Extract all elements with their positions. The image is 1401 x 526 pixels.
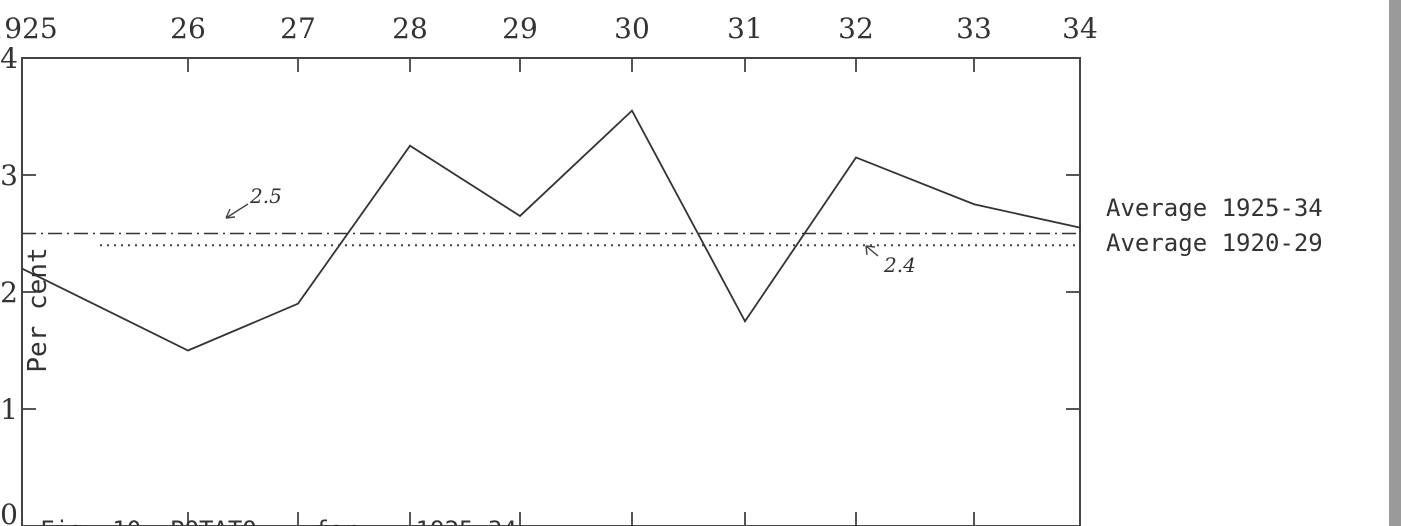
data-point [21,267,23,270]
x-tick-label: 32 [838,12,874,45]
y-tick-label: 1 [0,393,18,426]
annotation-2-4: 2.4 [865,245,916,277]
y-tick-label: 3 [0,159,18,192]
x-tick-label: 29 [502,12,538,45]
data-point [519,215,521,217]
data-point [973,203,975,206]
x-tick-label: 33 [956,12,992,45]
y-tick-labels: 0 1 2 3 4 [0,42,18,526]
data-point [631,109,633,112]
data-point [855,156,857,159]
svg-text:2.5: 2.5 [249,184,282,208]
series-line-group [21,109,1081,352]
average-1920-29-label: Average 1920-29 [1106,229,1323,257]
y-axis-title: Per cent [23,247,53,372]
x-tick-label: 26 [170,12,206,45]
y-ticks [22,174,1080,410]
series-line [21,109,1081,352]
plot-frame [21,57,1081,526]
x-tick-label: 30 [614,12,650,45]
data-point [297,302,299,305]
y-tick-label: 4 [0,42,18,75]
x-tick-labels: 1925 26 27 28 29 30 31 32 33 34 [0,12,1098,45]
x-ticks [187,58,975,526]
data-point [187,349,189,352]
average-1925-34-label: Average 1925-34 [1106,194,1323,222]
y-tick-label: 2 [0,276,18,309]
annotation-2-5: 2.5 [225,184,282,219]
page-edge-shadow [1389,0,1401,526]
x-tick-label: 1925 [0,12,58,45]
x-tick-label: 28 [392,12,428,45]
x-tick-label: 31 [727,12,763,45]
figure-caption: Fig. 10. POTATO... for... 1925-34... [40,516,560,526]
data-point [409,144,411,147]
x-tick-label: 34 [1062,12,1098,45]
data-point [1079,226,1081,229]
svg-text:2.4: 2.4 [883,253,916,277]
x-tick-label: 27 [280,12,316,45]
data-point [744,320,746,323]
y-tick-label: 0 [0,498,18,526]
